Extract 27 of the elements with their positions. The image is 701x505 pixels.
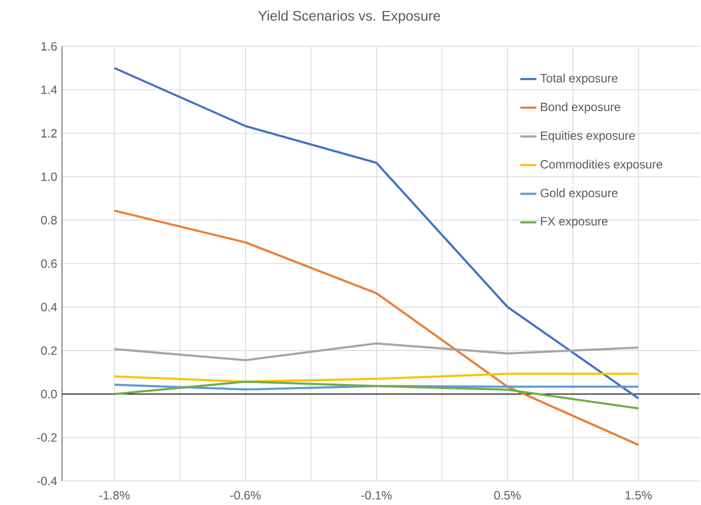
legend-label: Gold exposure xyxy=(540,188,618,200)
y-tick-label: 0.2 xyxy=(41,346,57,355)
line-series xyxy=(113,380,640,410)
y-tick-label: 0.6 xyxy=(41,259,57,268)
legend-label: Total exposure xyxy=(540,74,618,85)
y-tick-label: 1.4 xyxy=(42,86,57,94)
y-tick-label: 1.0 xyxy=(42,172,57,181)
x-tick-label: 1.5% xyxy=(626,491,652,500)
y-tick-label: 1.2 xyxy=(42,129,57,138)
y-tick-label: 1.6 xyxy=(42,42,57,51)
x-tick-label: -1.8% xyxy=(99,491,130,500)
legend-label: FX exposure xyxy=(541,217,608,228)
y-tick-label: 0.8 xyxy=(41,216,57,224)
y-tick-label: -0.2 xyxy=(37,433,57,442)
x-tick-label: 0.5% xyxy=(494,491,521,500)
y-tick-label: 0.0 xyxy=(41,390,57,398)
line-series xyxy=(113,372,640,383)
legend-label: Commodities exposure xyxy=(540,160,662,171)
chart-title: Yield Scenarios vs. Exposure xyxy=(258,10,440,24)
x-tick-label: -0.6% xyxy=(230,491,261,500)
line-series xyxy=(113,210,640,446)
x-tick-label: -0.1% xyxy=(361,491,392,500)
y-tick-label: -0.4 xyxy=(37,476,57,486)
legend-label: Bond exposure xyxy=(541,102,620,114)
line-series xyxy=(113,342,640,362)
y-tick-label: 0.4 xyxy=(41,302,57,312)
legend-label: Equities exposure xyxy=(541,131,635,142)
